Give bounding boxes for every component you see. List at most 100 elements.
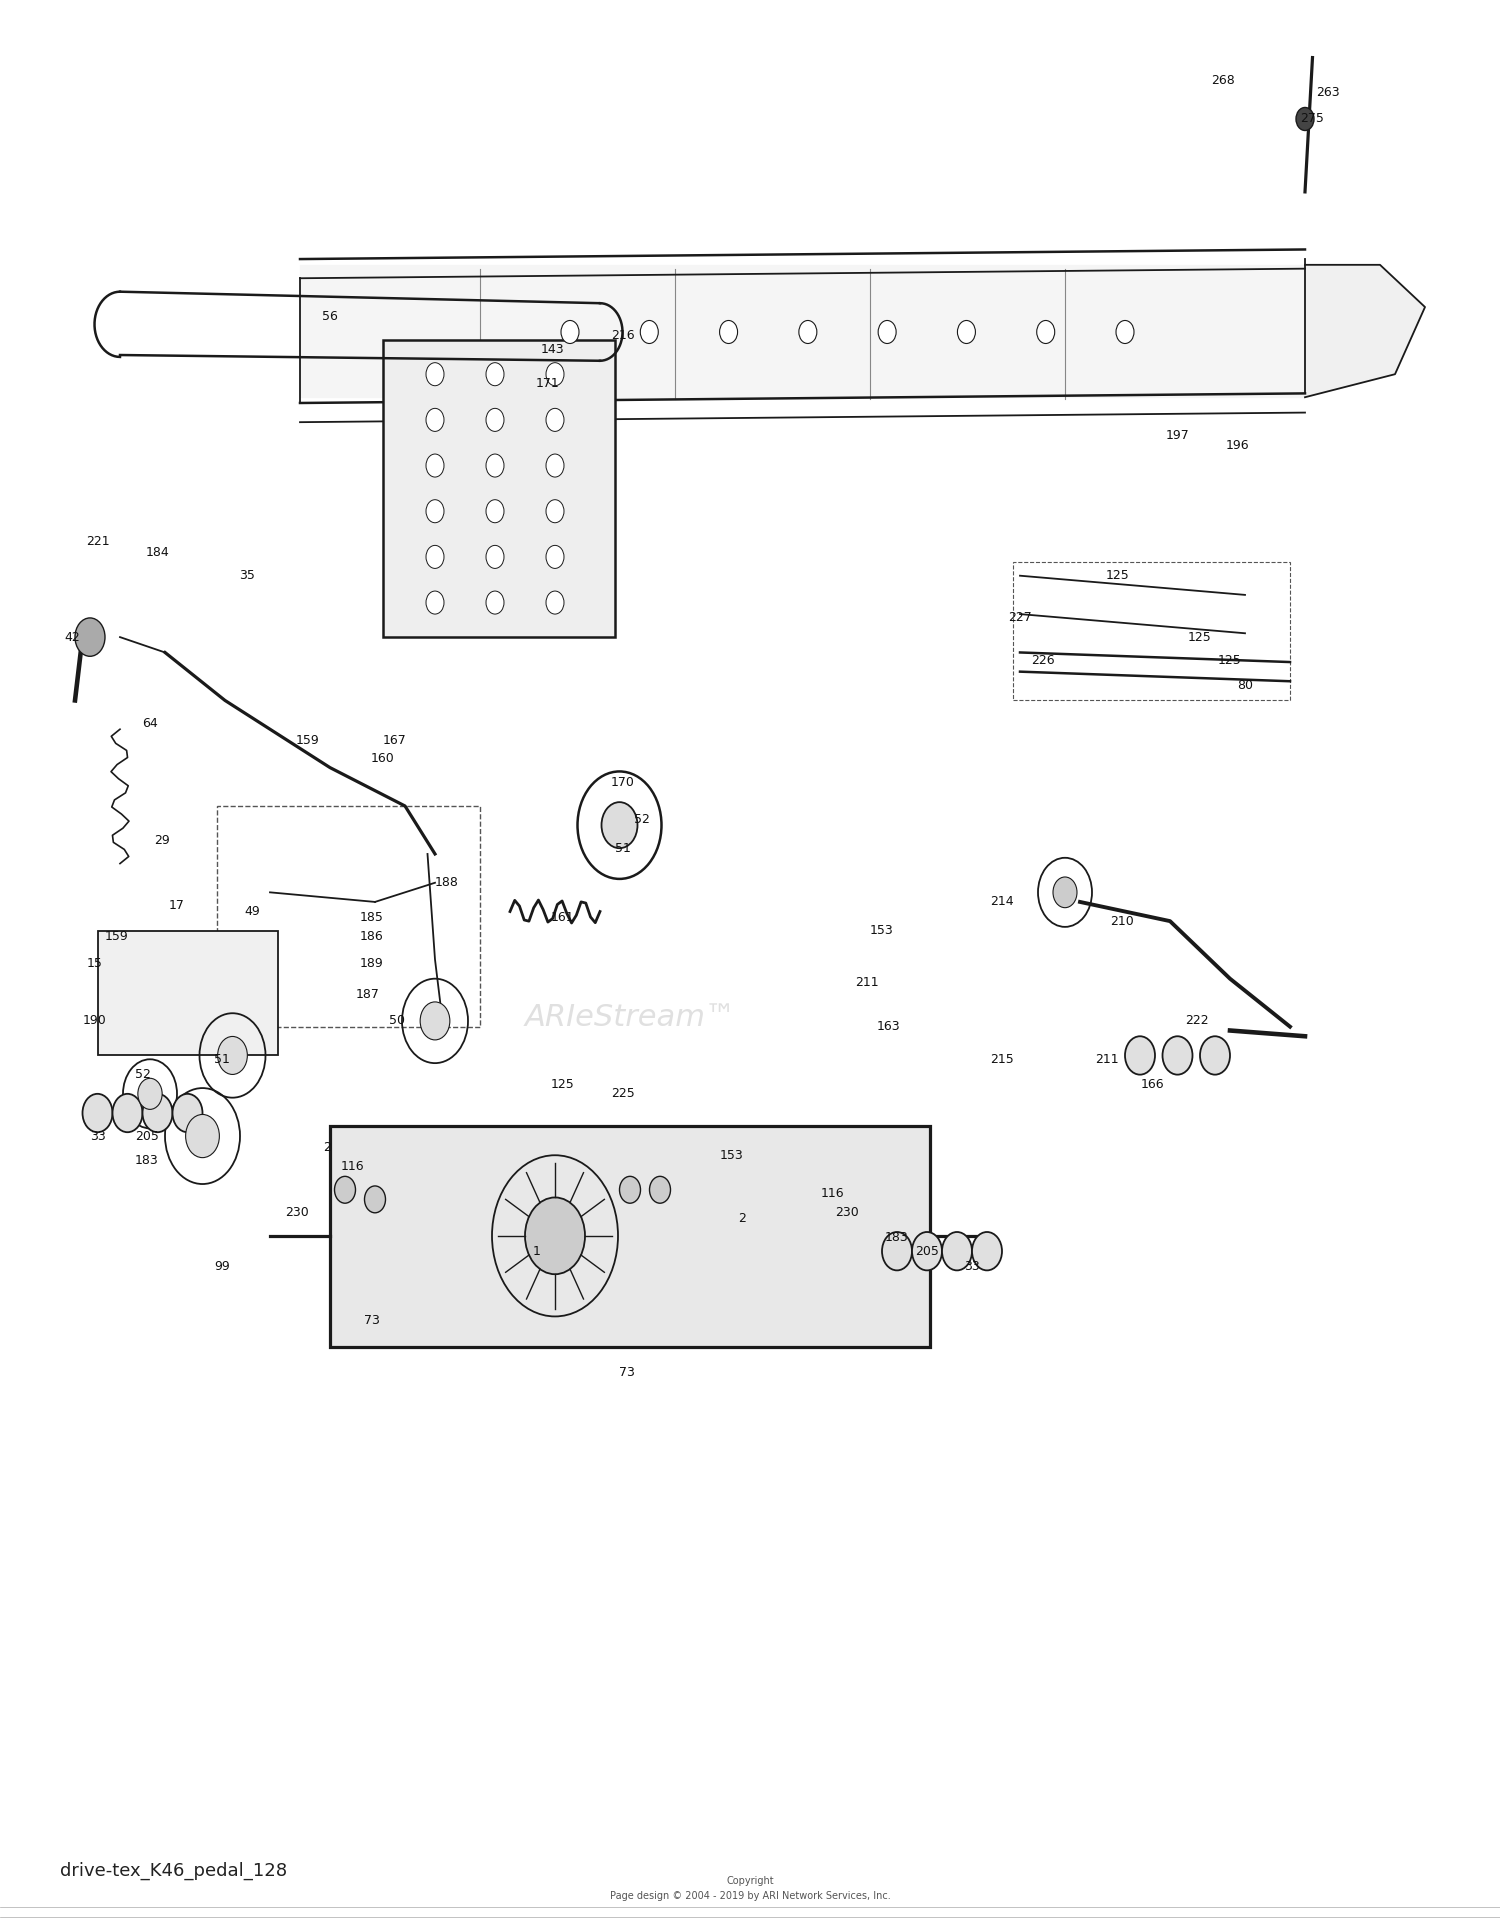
Text: 143: 143	[540, 344, 564, 355]
Text: 116: 116	[340, 1161, 364, 1173]
Circle shape	[1053, 877, 1077, 908]
Ellipse shape	[957, 320, 975, 344]
Text: 215: 215	[990, 1054, 1014, 1065]
Text: 50: 50	[390, 1015, 405, 1027]
Circle shape	[1125, 1036, 1155, 1075]
Circle shape	[112, 1094, 142, 1132]
Text: 230: 230	[285, 1207, 309, 1219]
Text: 167: 167	[382, 735, 406, 746]
Text: 184: 184	[146, 547, 170, 558]
Text: 187: 187	[356, 988, 380, 1000]
Circle shape	[426, 591, 444, 614]
Circle shape	[1162, 1036, 1192, 1075]
Text: 205: 205	[915, 1245, 939, 1257]
Text: 211: 211	[855, 977, 879, 988]
Ellipse shape	[640, 320, 658, 344]
Text: 263: 263	[1316, 86, 1340, 98]
Circle shape	[82, 1094, 112, 1132]
Ellipse shape	[720, 320, 738, 344]
Text: 161: 161	[550, 912, 574, 923]
Text: 197: 197	[1166, 430, 1190, 441]
Text: 51: 51	[214, 1054, 230, 1065]
Text: 64: 64	[142, 718, 158, 729]
Circle shape	[546, 455, 564, 478]
Text: 125: 125	[550, 1078, 574, 1090]
Text: 196: 196	[1226, 439, 1250, 451]
Circle shape	[620, 1176, 640, 1203]
Text: 227: 227	[1008, 612, 1032, 624]
Circle shape	[546, 545, 564, 568]
Text: 17: 17	[170, 900, 184, 912]
Text: 35: 35	[240, 570, 255, 581]
Text: drive-tex_K46_pedal_128: drive-tex_K46_pedal_128	[60, 1861, 286, 1881]
Bar	[98, 931, 278, 1055]
Text: Page design © 2004 - 2019 by ARI Network Services, Inc.: Page design © 2004 - 2019 by ARI Network…	[609, 1890, 891, 1902]
Circle shape	[972, 1232, 1002, 1270]
Bar	[217, 806, 480, 1027]
Text: Copyright: Copyright	[726, 1875, 774, 1886]
Circle shape	[1296, 107, 1314, 130]
Circle shape	[942, 1232, 972, 1270]
Circle shape	[486, 409, 504, 432]
Ellipse shape	[561, 320, 579, 344]
Text: 222: 222	[1185, 1015, 1209, 1027]
Text: 171: 171	[536, 378, 560, 390]
Text: 230: 230	[836, 1207, 860, 1219]
Text: 163: 163	[876, 1021, 900, 1032]
Circle shape	[172, 1094, 202, 1132]
Text: 2: 2	[738, 1213, 747, 1224]
Text: 15: 15	[87, 958, 102, 969]
Circle shape	[650, 1176, 670, 1203]
Text: 268: 268	[1210, 75, 1234, 86]
Ellipse shape	[1116, 320, 1134, 344]
Text: 190: 190	[82, 1015, 106, 1027]
Text: 216: 216	[610, 330, 634, 342]
Text: 1: 1	[532, 1245, 542, 1257]
Text: 2: 2	[322, 1142, 332, 1153]
Text: 125: 125	[1106, 570, 1130, 581]
Circle shape	[420, 1002, 450, 1040]
Text: 214: 214	[990, 896, 1014, 908]
FancyBboxPatch shape	[330, 1126, 930, 1347]
Text: 99: 99	[214, 1261, 230, 1272]
Text: 73: 73	[364, 1315, 380, 1326]
Text: 52: 52	[135, 1069, 150, 1080]
Ellipse shape	[878, 320, 896, 344]
Circle shape	[426, 545, 444, 568]
Text: 159: 159	[296, 735, 320, 746]
Text: 153: 153	[720, 1149, 744, 1161]
Ellipse shape	[1036, 320, 1054, 344]
Text: 33: 33	[964, 1261, 980, 1272]
Text: 29: 29	[154, 835, 170, 846]
Text: 189: 189	[360, 958, 384, 969]
Text: 210: 210	[1110, 915, 1134, 927]
Text: 183: 183	[885, 1232, 909, 1244]
Text: 186: 186	[360, 931, 384, 942]
Circle shape	[912, 1232, 942, 1270]
Circle shape	[186, 1115, 219, 1157]
Text: 188: 188	[435, 877, 459, 888]
Text: 33: 33	[90, 1130, 105, 1142]
Text: 221: 221	[86, 535, 109, 547]
Circle shape	[1200, 1036, 1230, 1075]
Circle shape	[546, 363, 564, 386]
Circle shape	[426, 455, 444, 478]
Text: 226: 226	[1030, 654, 1054, 666]
Circle shape	[546, 409, 564, 432]
Text: 125: 125	[1218, 654, 1242, 666]
Circle shape	[75, 618, 105, 656]
Text: 125: 125	[1188, 631, 1212, 643]
Circle shape	[334, 1176, 356, 1203]
Circle shape	[602, 802, 638, 848]
Circle shape	[364, 1186, 386, 1213]
Circle shape	[486, 363, 504, 386]
Text: 42: 42	[64, 631, 80, 643]
Circle shape	[882, 1232, 912, 1270]
Circle shape	[525, 1197, 585, 1274]
Circle shape	[486, 455, 504, 478]
Text: 56: 56	[322, 311, 338, 322]
Text: 170: 170	[610, 777, 634, 789]
Circle shape	[217, 1036, 248, 1075]
Text: 52: 52	[634, 814, 650, 825]
Circle shape	[142, 1094, 172, 1132]
